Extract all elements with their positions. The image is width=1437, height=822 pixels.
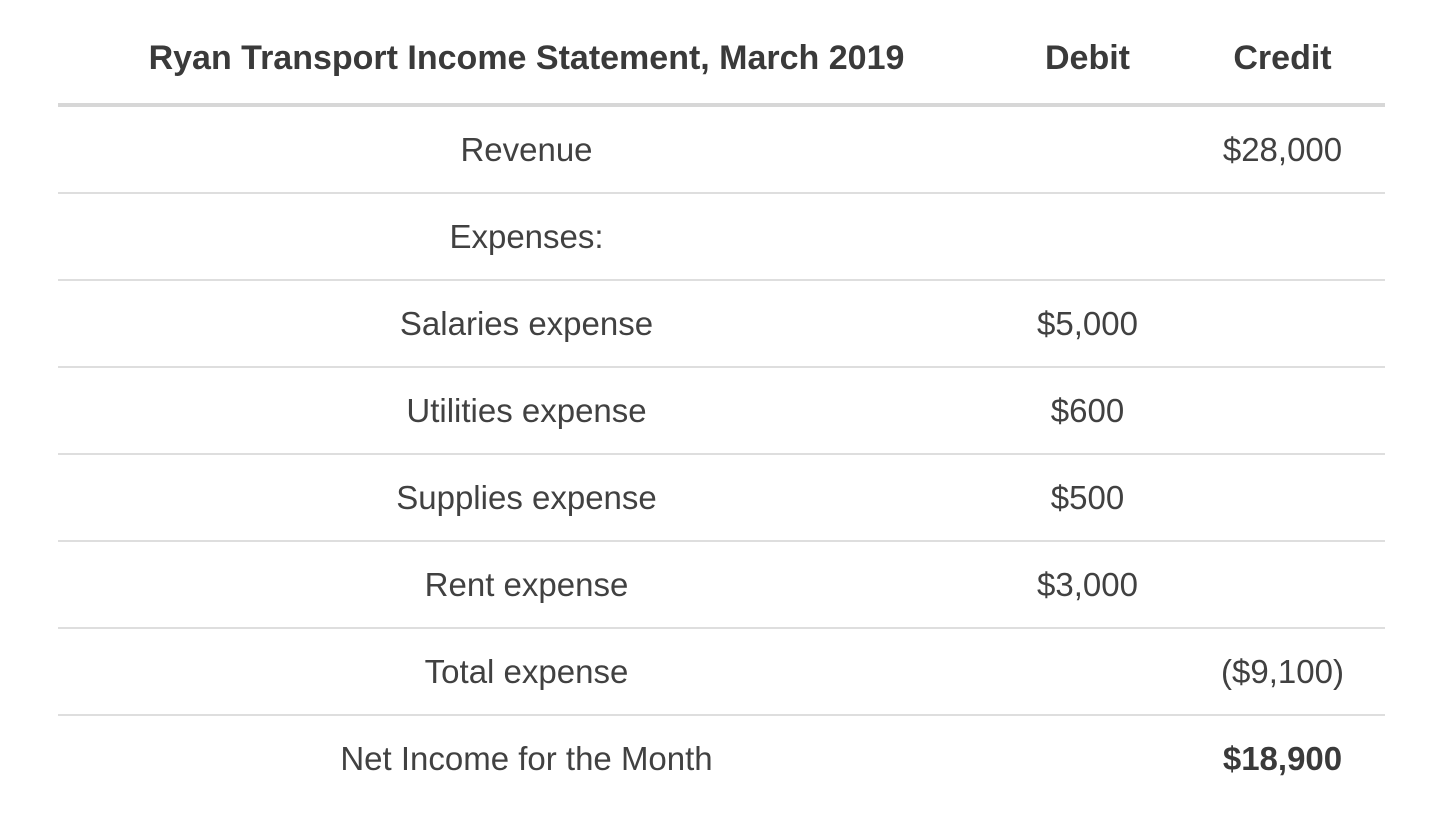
credit-column-header: Credit	[1180, 0, 1385, 107]
table-row-expenses-heading: Expenses:	[58, 193, 1385, 281]
table-row-utilities-expense: Utilities expense $600	[58, 367, 1385, 455]
row-label: Salaries expense	[58, 280, 995, 368]
table-row-rent-expense: Rent expense $3,000	[58, 541, 1385, 629]
statement-body: Revenue $28,000 Expenses: Salaries expen…	[58, 105, 1385, 801]
table-row-net-income: Net Income for the Month $18,900	[58, 715, 1385, 801]
debit-value: $5,000	[995, 280, 1180, 368]
net-income-value: $18,900	[1222, 739, 1343, 777]
row-label: Expenses:	[58, 193, 995, 281]
credit-value: ($9,100)	[1180, 628, 1385, 716]
row-label: Supplies expense	[58, 454, 995, 542]
statement-title: Ryan Transport Income Statement, March 2…	[58, 0, 995, 107]
row-label: Utilities expense	[58, 367, 995, 455]
row-label: Revenue	[58, 105, 995, 194]
debit-value: $600	[995, 367, 1180, 455]
credit-value	[1180, 541, 1385, 629]
income-statement-table: Ryan Transport Income Statement, March 2…	[58, 0, 1385, 801]
header-row: Ryan Transport Income Statement, March 2…	[58, 0, 1385, 107]
row-label: Total expense	[58, 628, 995, 716]
debit-value: $500	[995, 454, 1180, 542]
debit-value	[995, 105, 1180, 194]
debit-value: $3,000	[995, 541, 1180, 629]
row-label: Rent expense	[58, 541, 995, 629]
debit-value	[995, 193, 1180, 281]
table-row-revenue: Revenue $28,000	[58, 105, 1385, 194]
debit-value	[995, 715, 1180, 801]
credit-value	[1180, 280, 1385, 368]
table-row-salaries-expense: Salaries expense $5,000	[58, 280, 1385, 368]
row-label: Net Income for the Month	[340, 739, 713, 777]
credit-value	[1180, 367, 1385, 455]
debit-value	[995, 628, 1180, 716]
credit-value	[1180, 193, 1385, 281]
table-row-total-expense: Total expense ($9,100)	[58, 628, 1385, 716]
debit-column-header: Debit	[995, 0, 1180, 107]
table-row-supplies-expense: Supplies expense $500	[58, 454, 1385, 542]
credit-value: $28,000	[1180, 105, 1385, 194]
credit-value	[1180, 454, 1385, 542]
